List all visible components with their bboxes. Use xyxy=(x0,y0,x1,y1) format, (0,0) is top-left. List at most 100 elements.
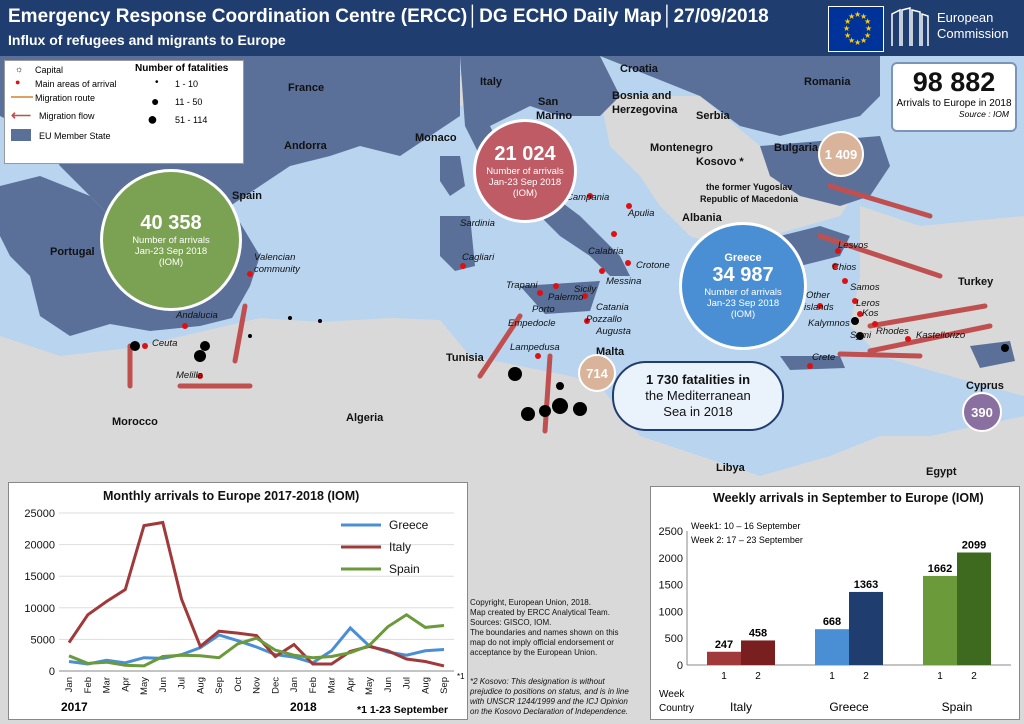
x-tick-label: Dec xyxy=(270,677,281,694)
greece-label: Greece xyxy=(724,251,762,264)
label-fyrom-2: Republic of Macedonia xyxy=(700,194,799,204)
label-valencian-2: community xyxy=(254,264,300,275)
week-axis-label: Week xyxy=(659,689,685,700)
country-axis-label: Country xyxy=(659,703,694,714)
eu-flag-icon: ★ ★ ★ ★ ★ ★ ★ ★ ★ ★ ★ ★ xyxy=(828,6,884,52)
label-morocco: Morocco xyxy=(112,416,158,428)
x-tick-label: Jun xyxy=(158,677,169,692)
legend-label-greece: Greece xyxy=(389,518,429,532)
legend-fatal-title: Number of fatalities xyxy=(135,63,229,74)
spain-arrivals-label: Number of arrivals xyxy=(132,235,210,246)
y-tick-label: 0 xyxy=(49,666,55,678)
arrival-dot-icon: ● xyxy=(15,77,21,87)
label-kalymnos: Kalymnos xyxy=(808,318,850,329)
greece-arrivals-label: Number of arrivals xyxy=(704,286,782,298)
y-tick-label: 0 xyxy=(677,660,683,672)
label-kos: Kos xyxy=(862,308,879,319)
italy-arrivals-source: (IOM) xyxy=(512,188,538,199)
x-tick-label: Jul xyxy=(402,677,413,689)
x-tick-label: Feb xyxy=(83,677,94,693)
label-lesvos: Lesvos xyxy=(838,240,869,251)
x-tick-label: Apr xyxy=(120,677,131,692)
commission-building-icon xyxy=(888,6,930,50)
x-tick-label: Mar xyxy=(102,677,113,693)
category-label-spain: Spain xyxy=(942,700,973,714)
bar-greece-week1 xyxy=(815,629,849,665)
label-italy: Italy xyxy=(480,76,503,88)
svg-text:★: ★ xyxy=(844,31,851,40)
disclaimer: Copyright, European Union, 2018. Map cre… xyxy=(470,598,650,658)
svg-text:★: ★ xyxy=(865,24,872,33)
x-tick-label: Nov xyxy=(252,677,263,694)
label-albania: Albania xyxy=(682,212,722,224)
y-tick-label: 20000 xyxy=(24,540,55,552)
spain-arrivals-circle: 40 358 Number of arrivals Jan-23 Sep 201… xyxy=(100,169,242,311)
italy-arrivals-circle: 21 024 Number of arrivals Jan-23 Sep 201… xyxy=(473,119,577,223)
route-line-icon xyxy=(11,96,33,98)
y-tick-label: 1500 xyxy=(659,580,683,592)
svg-text:★: ★ xyxy=(854,38,861,47)
label-melilla: Melilla xyxy=(176,370,203,381)
legend-f2: 11 - 50 xyxy=(175,97,203,107)
x-tick-label: Aug xyxy=(195,677,206,694)
total-arrivals-label: Arrivals to Europe in 2018 xyxy=(896,98,1012,109)
x-tick-label: Jun xyxy=(383,677,394,692)
label-fyrom-1: the former Yugoslav xyxy=(706,182,793,192)
fatalities-line-2: the Mediterranean xyxy=(645,388,751,403)
x-tick-label: Sep xyxy=(439,677,450,694)
bulgaria-arrivals-circle: 1 409 xyxy=(818,131,864,177)
year-label-2017: 2017 xyxy=(61,700,88,714)
label-romania: Romania xyxy=(804,76,851,88)
fatality-dots xyxy=(130,316,1009,421)
spain-arrivals-value: 40 358 xyxy=(140,212,202,234)
label-messina: Messina xyxy=(606,276,642,287)
label-apulia: Apulia xyxy=(628,208,655,219)
label-sicily: Sicily xyxy=(574,284,597,295)
disclaimer-line-4: The boundaries and names shown on this xyxy=(470,628,619,637)
kosovo-note-line-4: on the Kosovo Declaration of Independenc… xyxy=(470,707,628,716)
x-tick-label: Jan xyxy=(289,677,300,692)
svg-text:★: ★ xyxy=(860,12,867,21)
label-egypt: Egypt xyxy=(926,466,957,478)
category-label-italy: Italy xyxy=(730,700,752,714)
label-portugal: Portugal xyxy=(50,246,95,258)
disclaimer-line-2: Map created by ERCC Analytical Team. xyxy=(470,608,610,617)
x-tick-label: Apr xyxy=(345,677,356,692)
x-tick-label: Jan xyxy=(64,677,75,692)
bar-spain-week1 xyxy=(923,575,957,665)
week-tick-label: 2 xyxy=(863,671,869,682)
label-sardinia: Sardinia xyxy=(460,218,495,229)
label-pozzallo: Pozzallo xyxy=(586,314,622,325)
legend-capital: Capital xyxy=(35,65,64,75)
bar-data-label: 1363 xyxy=(854,579,878,591)
label-other-2: islands xyxy=(804,302,834,313)
monthly-chart-title: Monthly arrivals to Europe 2017-2018 (IO… xyxy=(103,489,360,503)
label-crotone: Crotone xyxy=(636,260,670,271)
legend-label-italy: Italy xyxy=(389,540,411,554)
kosovo-note: *2 Kosovo: This designation is without p… xyxy=(470,677,650,717)
footnote-september: *1 1-23 September xyxy=(357,704,448,716)
bar-italy-week2 xyxy=(741,640,775,665)
map-legend: ☼ Capital ● Main areas of arrival Migrat… xyxy=(4,60,244,164)
bar-data-label: 1662 xyxy=(928,563,952,575)
label-serbia: Serbia xyxy=(696,110,730,122)
label-samos: Samos xyxy=(850,282,880,293)
total-arrivals-source: Source : IOM xyxy=(958,109,1009,119)
label-croatia: Croatia xyxy=(620,63,658,75)
week-tick-label: 2 xyxy=(971,671,977,682)
y-tick-label: 5000 xyxy=(31,634,55,646)
bar-spain-week2 xyxy=(957,552,991,665)
svg-text:★: ★ xyxy=(864,31,871,40)
label-monaco: Monaco xyxy=(415,132,457,144)
total-arrivals-box: 98 882 Arrivals to Europe in 2018 Source… xyxy=(891,62,1017,132)
label-rhodes: Rhodes xyxy=(876,326,909,337)
label-kastellorizo: Kastellorizo xyxy=(916,330,966,341)
disclaimer-line-5: map do not imply official endorsement or xyxy=(470,638,614,647)
weekly-week2-note: Week 2: 17 – 23 September xyxy=(691,535,803,545)
greece-arrivals-source: (IOM) xyxy=(730,308,756,320)
label-calabria: Calabria xyxy=(588,246,624,257)
label-other-1: Other xyxy=(806,290,830,301)
monthly-chart-panel: Monthly arrivals to Europe 2017-2018 (IO… xyxy=(8,482,468,720)
cyprus-arrivals-circle: 390 xyxy=(962,392,1002,432)
legend-eu: EU Member State xyxy=(39,131,111,141)
